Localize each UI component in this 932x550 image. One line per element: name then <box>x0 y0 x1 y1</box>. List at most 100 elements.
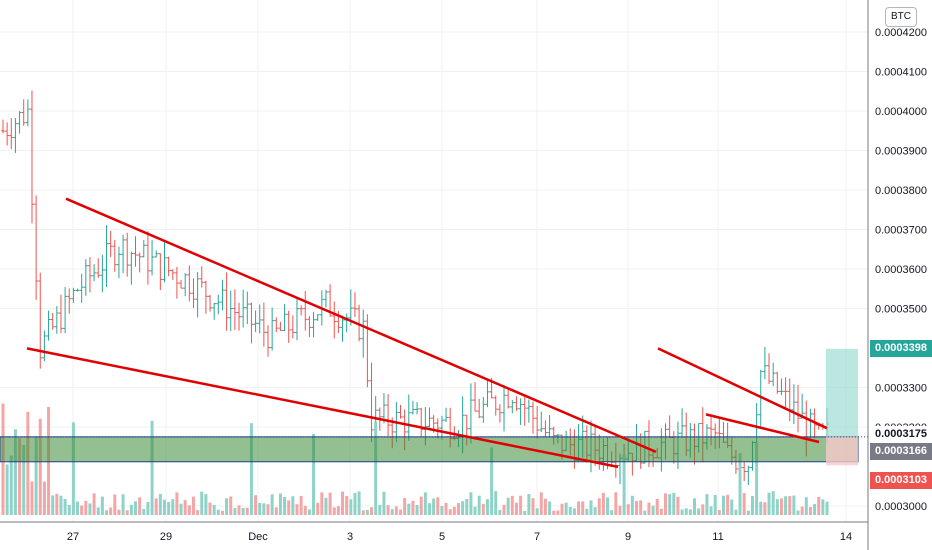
x-tick-label: 27 <box>67 531 79 543</box>
y-tick-label: 0.0004000 <box>875 106 927 118</box>
currency-badge[interactable]: BTC <box>885 7 917 27</box>
volume-bar <box>535 508 539 515</box>
volume-bar <box>254 495 258 515</box>
volume-bar <box>626 504 630 515</box>
volume-bar <box>585 508 589 515</box>
volume-bar <box>635 501 639 515</box>
x-tick-label: Dec <box>248 531 268 543</box>
target-zone[interactable] <box>826 348 858 437</box>
volume-bar <box>750 495 754 515</box>
lower-trendline-small[interactable] <box>705 413 820 444</box>
volume-bar <box>208 502 212 515</box>
volume-bar <box>42 481 46 515</box>
volume-bar <box>84 500 88 515</box>
lower-trendline-large[interactable] <box>26 347 619 469</box>
volume-bar <box>225 498 229 515</box>
volume-bar <box>490 447 494 515</box>
volume-bar <box>113 494 117 515</box>
volume-bar <box>18 438 22 515</box>
volume-bar <box>204 494 208 515</box>
volume-bar <box>307 509 311 515</box>
volume-bar <box>639 500 643 515</box>
volume-bar <box>759 501 763 515</box>
volume-bar <box>763 502 767 515</box>
volume-bar <box>581 501 585 515</box>
volume-bar <box>374 421 378 515</box>
volume-bar <box>291 496 295 515</box>
support-zone[interactable] <box>0 436 859 463</box>
volume-bar <box>469 492 473 515</box>
upper-trendline-large[interactable] <box>65 197 657 454</box>
volume-bar <box>742 493 746 515</box>
volume-bar <box>717 510 721 515</box>
volume-bar <box>779 498 783 515</box>
volume-bar <box>353 492 357 515</box>
volume-bar <box>415 505 419 515</box>
volume-bar <box>175 492 179 515</box>
volume-bar <box>614 492 618 515</box>
volume-bar <box>258 502 262 515</box>
volume-bar <box>117 509 121 515</box>
volume-bar <box>473 506 477 515</box>
volume-bar <box>730 499 734 515</box>
x-tick-label: 14 <box>840 531 852 543</box>
volume-bar <box>22 444 26 515</box>
volume-bar <box>485 499 489 515</box>
volume-bar <box>167 502 171 515</box>
volume-bar <box>403 498 407 515</box>
volume-bar <box>655 498 659 515</box>
volume-bar <box>237 505 241 515</box>
volume-bar <box>138 497 142 515</box>
x-tick-label: 3 <box>347 531 353 543</box>
volume-bar <box>734 509 738 515</box>
volume-bar <box>643 510 647 515</box>
volume-bar <box>564 502 568 515</box>
volume-bar <box>577 501 581 515</box>
y-tick-label: 0.0003000 <box>875 501 927 513</box>
stop-zone[interactable] <box>826 436 858 466</box>
volume-bar <box>399 509 403 515</box>
volume-bar <box>746 510 750 515</box>
stop-price-label: 0.0003103 <box>870 472 932 490</box>
volume-bar <box>775 499 779 515</box>
y-tick-label: 0.0004200 <box>875 27 927 39</box>
volume-bar <box>382 491 386 515</box>
volume-bar <box>378 504 382 515</box>
volume-bar <box>105 510 109 515</box>
volume-bar <box>386 505 390 515</box>
volume-bar <box>303 505 307 515</box>
volume-bar <box>825 501 829 515</box>
target-price-label: 0.0003398 <box>870 339 932 357</box>
upper-trendline-small[interactable] <box>657 347 828 430</box>
volume-bar <box>171 499 175 515</box>
volume-bar <box>212 504 216 515</box>
volume-bar <box>324 497 328 515</box>
volume-bar <box>767 492 771 515</box>
volume-bar <box>407 503 411 515</box>
volume-bar <box>440 506 444 515</box>
volume-bar <box>361 510 365 515</box>
volume-bar <box>38 418 42 515</box>
volume-bar <box>560 503 564 515</box>
volume-bar <box>601 492 605 515</box>
volume-bar <box>738 453 742 515</box>
volume-bar <box>146 501 150 515</box>
volume-bar <box>30 481 34 515</box>
x-tick-label: 7 <box>534 531 540 543</box>
volume-bar <box>345 496 349 515</box>
volume-bar <box>792 495 796 515</box>
volume-bar <box>320 492 324 515</box>
volume-bar <box>312 434 316 515</box>
volume-bar <box>461 501 465 515</box>
volume-bar <box>287 500 291 515</box>
volume-bar <box>100 496 104 515</box>
volume-bar <box>680 509 684 515</box>
current-price-label: 0.0003175 <box>870 425 932 443</box>
volume-bar <box>154 498 158 515</box>
volume-bar <box>88 503 92 515</box>
volume-bar <box>755 442 759 515</box>
volume-bar <box>357 491 361 515</box>
volume-bar <box>817 496 821 515</box>
volume-bar <box>800 506 804 515</box>
